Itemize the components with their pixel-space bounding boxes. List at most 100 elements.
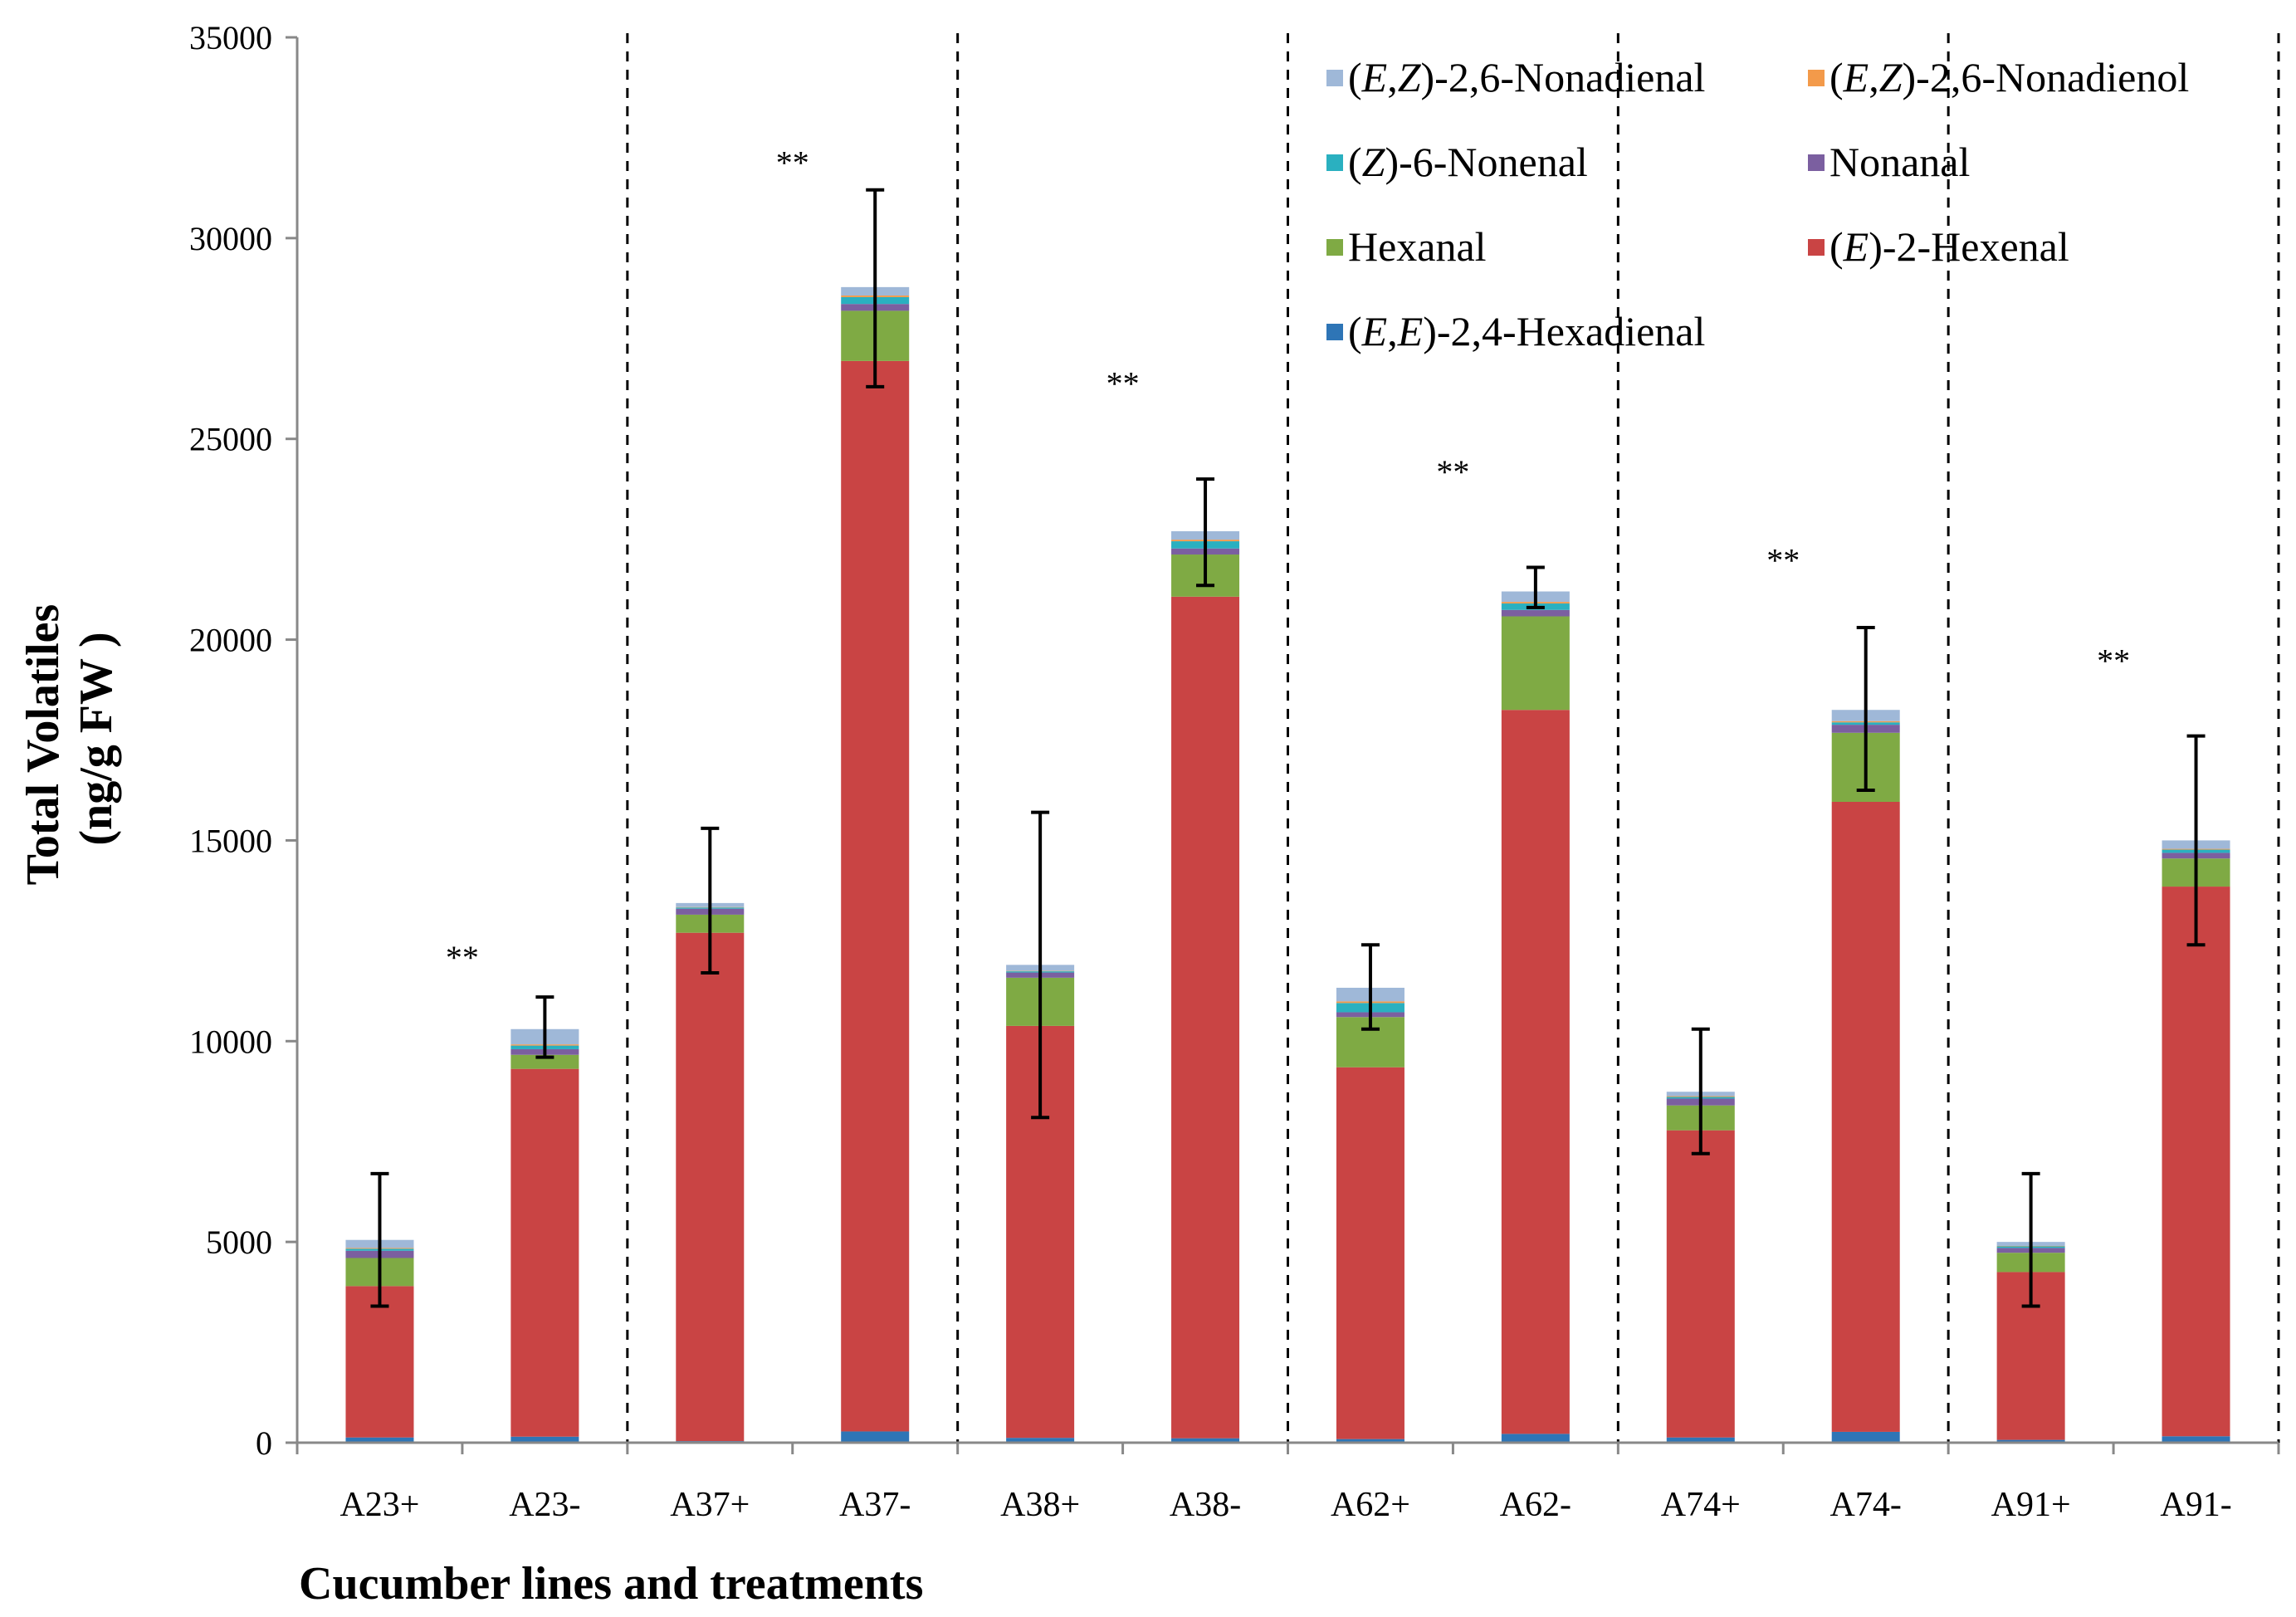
bar-stack-A74- [1831, 710, 1900, 1443]
y-tick-label-0: 0 [256, 1424, 272, 1462]
bar-segment-A38--s1 [1171, 596, 1240, 1439]
legend-label: (E,Z)-2,6-Nonadienal [1348, 54, 1705, 100]
error-bar-A91- [2186, 734, 2206, 947]
bar-segment-A37--s0 [841, 1431, 910, 1443]
x-tick-label-A74+: A74+ [1661, 1486, 1741, 1524]
legend-swatch [1326, 239, 1343, 256]
legend-entry-4: (Z)-6-Nonenal [1326, 139, 1588, 185]
y-tick-label-20000: 20000 [189, 622, 272, 659]
y-tick-label-25000: 25000 [189, 421, 272, 458]
legend-label: Hexanal [1348, 223, 1487, 270]
bar-segment-A74+-s1 [1666, 1130, 1735, 1438]
bar-stack-A62+ [1336, 987, 1404, 1443]
bar-stacks [345, 286, 2230, 1443]
bar-segment-A23--s1 [510, 1068, 579, 1437]
y-axis-title: Total Volatiles (ng/g FW ) [17, 593, 122, 886]
legend-swatch [1326, 154, 1343, 171]
y-tick-label-15000: 15000 [189, 822, 272, 859]
error-bar-A37+ [701, 826, 720, 975]
bar-stack-A62- [1501, 591, 1570, 1443]
bar-segment-A38+-s0 [1006, 1438, 1075, 1443]
y-axis-ticks: 0 5000 10000 15000 20000 25000 30000 35000 [189, 19, 297, 1462]
x-tick-label-A23+: A23+ [340, 1486, 419, 1524]
bar-segment-A23+-s0 [345, 1437, 414, 1443]
bar-segment-A74--s1 [1831, 801, 1900, 1432]
bar-segment-A37--s1 [841, 360, 910, 1432]
x-tick-label-A37-: A37- [839, 1486, 911, 1524]
bar-segment-A62--s2 [1501, 616, 1570, 711]
x-tick-label-A62-: A62- [1500, 1486, 1571, 1524]
significance-marker-3: ** [1436, 453, 1469, 491]
x-axis-category-labels: A23+ A23- A37+ A37- A38+ A38- A62+ A62- A74+ A74-… [296, 1443, 2280, 1524]
significance-marker-0: ** [446, 939, 479, 976]
x-tick-label-A74-: A74- [1830, 1486, 1902, 1524]
bar-stack-A23- [510, 1028, 579, 1443]
legend-swatch [1808, 70, 1825, 86]
bar-segment-A23--s2 [510, 1054, 579, 1069]
legend-label: (E)-2-Hexenal [1829, 223, 2069, 270]
legend-swatch [1808, 239, 1825, 256]
legend-entry-1: (E)-2-Hexenal [1808, 223, 2069, 270]
legend-swatch [1326, 324, 1343, 340]
legend-swatch [1326, 70, 1343, 86]
error-bar-A91+ [2021, 1171, 2040, 1308]
legend-label: (E,E)-2,4-Hexadienal [1348, 308, 1705, 354]
bar-segment-A91--s1 [2162, 887, 2230, 1437]
legend-label: (Z)-6-Nonenal [1348, 139, 1588, 185]
significance-marker-2: ** [1106, 365, 1140, 403]
legend-swatch [1808, 154, 1825, 171]
bar-stack-A37+ [676, 902, 745, 1443]
y-axis-title-line1: Total Volatiles [17, 604, 69, 886]
legend-entry-0: (E,E)-2,4-Hexadienal [1326, 308, 1705, 354]
x-axis-title: Cucumber lines and treatments [299, 1558, 923, 1610]
significance-markers: ** ** ** ** ** ** [446, 144, 2130, 976]
bar-segment-A62+-s0 [1336, 1439, 1404, 1443]
bar-segment-A38--s0 [1171, 1438, 1240, 1443]
bar-segment-A62--s3 [1501, 609, 1570, 617]
bar-segment-A74+-s0 [1666, 1437, 1735, 1443]
error-bar-A38- [1196, 477, 1215, 588]
y-tick-label-30000: 30000 [189, 220, 272, 257]
x-tick-label-A91+: A91+ [1991, 1486, 2071, 1524]
x-tick-label-A91-: A91- [2160, 1486, 2231, 1524]
error-bar-A23+ [370, 1171, 389, 1308]
error-bar-A74+ [1691, 1027, 1710, 1155]
error-bars [370, 188, 2206, 1308]
bar-segment-A37+-s1 [676, 932, 745, 1442]
legend-entry-2: Hexanal [1326, 223, 1487, 270]
bar-segment-A62+-s1 [1336, 1067, 1404, 1439]
significance-marker-1: ** [776, 144, 809, 181]
bar-segment-A23--s0 [510, 1436, 579, 1443]
legend-label: (E,Z)-2,6-Nonadienol [1829, 54, 2189, 100]
error-bar-A37- [866, 188, 885, 388]
bar-segment-A74--s0 [1831, 1431, 1900, 1443]
x-tick-label-A38+: A38+ [1000, 1486, 1080, 1524]
error-bar-A38+ [1031, 810, 1050, 1120]
x-tick-label-A62+: A62+ [1331, 1486, 1410, 1524]
bar-stack-A38- [1171, 530, 1240, 1443]
error-bar-A74- [1856, 626, 1875, 792]
x-tick-label-A37+: A37+ [670, 1486, 750, 1524]
x-tick-label-A38-: A38- [1170, 1486, 1241, 1524]
error-bar-A62+ [1361, 943, 1380, 1031]
legend-entry-3: Nonanal [1808, 139, 1970, 185]
group-separators [626, 33, 2280, 1443]
x-tick-label-A23-: A23- [509, 1486, 580, 1524]
legend-label: Nonanal [1829, 139, 1970, 185]
bar-segment-A62--s1 [1501, 710, 1570, 1434]
significance-marker-4: ** [1766, 541, 1800, 579]
significance-marker-5: ** [2097, 642, 2130, 679]
y-tick-label-5000: 5000 [206, 1224, 272, 1261]
bar-segment-A91--s0 [2162, 1436, 2230, 1443]
bar-stack-A37- [841, 286, 910, 1443]
legend: (E,Z)-2,6-Nonadienal (E,Z)-2,6-Nonadienol… [1326, 54, 2189, 354]
y-tick-label-10000: 10000 [189, 1023, 272, 1060]
legend-entry-6: (E,Z)-2,6-Nonadienal [1326, 54, 1705, 100]
bar-segment-A62--s0 [1501, 1434, 1570, 1443]
error-bar-A23- [535, 995, 554, 1059]
y-tick-label-35000: 35000 [189, 19, 272, 56]
y-axis-title-line2: (ng/g FW ) [71, 632, 122, 845]
bar-segment-A23+-s1 [345, 1286, 414, 1438]
bar-segment-A91+-s0 [1996, 1439, 2065, 1443]
